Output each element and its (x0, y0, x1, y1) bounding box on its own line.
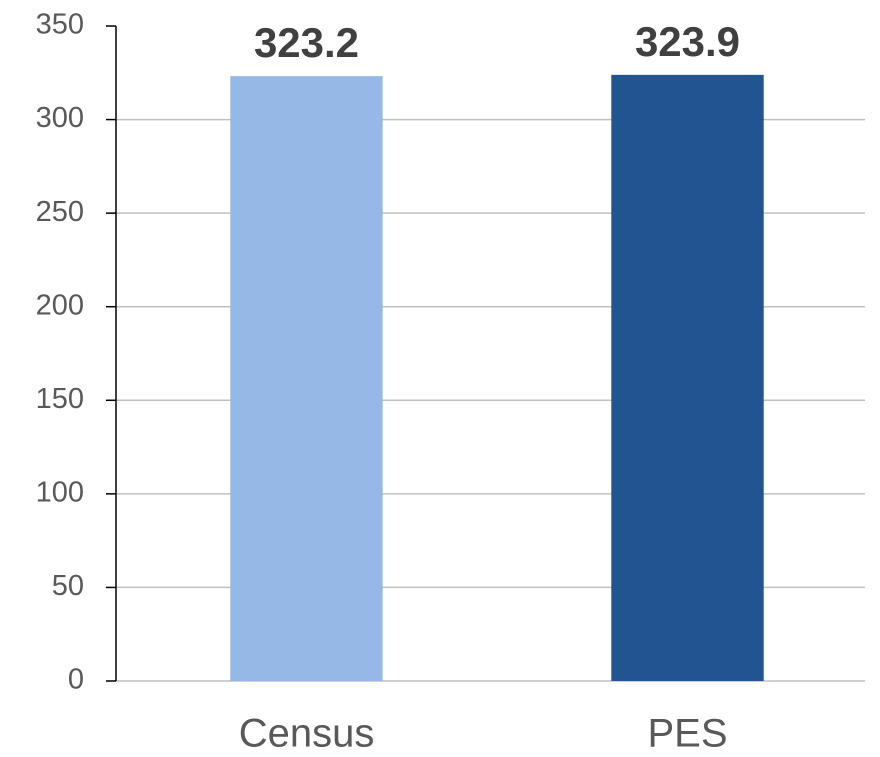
y-tick-label: 250 (36, 196, 84, 228)
y-tick-label: 200 (36, 289, 84, 321)
y-tick-label: 150 (36, 383, 84, 415)
x-tick-label: PES (647, 712, 727, 756)
y-tick-label: 50 (52, 570, 84, 602)
y-tick-label: 100 (36, 477, 84, 509)
bar (611, 74, 764, 681)
x-tick-label: Census (239, 712, 375, 756)
bar (230, 76, 383, 681)
y-tick-label: 350 (36, 9, 84, 41)
data-label: 323.9 (635, 18, 740, 65)
y-tick-label: 0 (68, 664, 84, 696)
data-label: 323.2 (254, 19, 359, 66)
y-tick-label: 300 (36, 102, 84, 134)
